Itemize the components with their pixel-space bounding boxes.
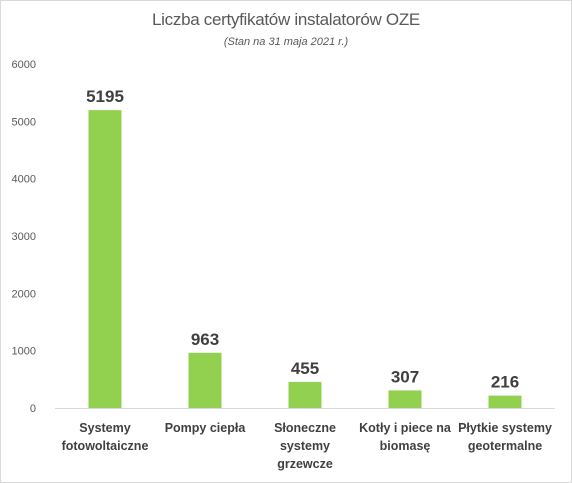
y-tick-label: 1000 xyxy=(12,346,36,358)
data-label: 455 xyxy=(291,359,319,378)
category-label: Kotły i piece na biomasę xyxy=(359,421,452,453)
category-label-line: Pompy ciepła xyxy=(165,421,247,435)
data-label: 963 xyxy=(191,330,219,349)
y-tick-label: 4000 xyxy=(12,174,36,186)
chart-subtitle: (Stan na 31 maja 2021 r.) xyxy=(223,36,349,48)
bar xyxy=(188,352,222,408)
category-labels: Systemy fotowoltaiczne Pompy ciepła Słonecz… xyxy=(62,421,552,471)
y-tick-label: 6000 xyxy=(12,59,36,71)
category-label-line: Płytkie systemy xyxy=(458,421,552,435)
chart-title: Liczba certyfikatów instalatorów OZE xyxy=(152,10,420,29)
data-label: 307 xyxy=(391,367,419,386)
category-label-line: grzewcze xyxy=(277,457,333,471)
category-label: Płytkie systemy geotermalne xyxy=(458,421,552,453)
y-tick-label: 0 xyxy=(30,403,36,415)
category-label: Systemy fotowoltaiczne xyxy=(62,421,149,453)
bar xyxy=(388,390,422,408)
data-label: 5195 xyxy=(86,87,124,106)
bars xyxy=(88,110,522,409)
category-label-line: Systemy xyxy=(79,421,130,435)
y-tick-label: 3000 xyxy=(12,231,36,243)
category-label-line: biomasę xyxy=(380,439,431,453)
category-label-line: geotermalne xyxy=(468,439,542,453)
bar xyxy=(488,395,522,408)
y-tick-label: 2000 xyxy=(12,288,36,300)
category-label: Pompy ciepła xyxy=(165,421,247,435)
bar xyxy=(88,110,122,409)
data-label: 216 xyxy=(491,373,519,392)
y-axis-ticks: 0 1000 2000 3000 4000 5000 6000 xyxy=(12,59,36,415)
category-label-line: Kotły i piece na xyxy=(359,421,452,435)
data-labels: 5195 963 455 307 216 xyxy=(86,87,519,391)
y-tick-label: 5000 xyxy=(12,116,36,128)
bar xyxy=(288,381,322,408)
category-label: Słoneczne systemy grzewcze xyxy=(274,421,336,471)
category-label-line: Słoneczne xyxy=(274,421,336,435)
category-label-line: fotowoltaiczne xyxy=(62,439,149,453)
category-label-line: systemy xyxy=(280,439,330,453)
